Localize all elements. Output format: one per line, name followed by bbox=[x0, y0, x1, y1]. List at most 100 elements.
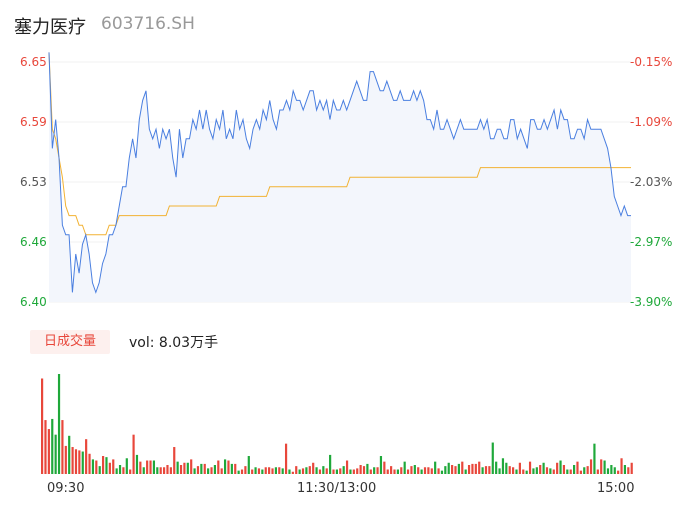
y-tick-left-1: 6.59 bbox=[20, 115, 47, 129]
volume-bar bbox=[454, 466, 457, 474]
volume-bar bbox=[200, 463, 203, 474]
volume-bar bbox=[464, 469, 467, 474]
volume-bar bbox=[522, 469, 525, 474]
volume-bar bbox=[271, 468, 274, 474]
stock-code: 603716.SH bbox=[101, 14, 195, 34]
volume-bar bbox=[41, 378, 44, 474]
volume-bar bbox=[342, 466, 345, 474]
volume-bar bbox=[579, 470, 582, 474]
volume-bar bbox=[498, 468, 501, 474]
volume-bar bbox=[528, 461, 532, 474]
volume-bar bbox=[396, 469, 399, 474]
daily-volume-tab[interactable]: 日成交量 bbox=[30, 330, 110, 354]
volume-bar bbox=[274, 467, 277, 474]
volume-bar bbox=[383, 461, 386, 474]
volume-bar bbox=[105, 457, 108, 474]
volume-bar bbox=[318, 469, 322, 474]
volume-bar bbox=[390, 466, 393, 474]
volume-bar bbox=[173, 447, 176, 474]
volume-bar bbox=[179, 465, 183, 474]
volume-bar bbox=[515, 469, 518, 474]
volume-bar bbox=[166, 465, 169, 474]
volume-bar bbox=[427, 467, 430, 474]
volume-bar bbox=[559, 460, 562, 474]
volume-bar bbox=[532, 468, 535, 474]
volume-bar bbox=[430, 468, 433, 474]
volume-bar bbox=[386, 469, 389, 474]
volume-bar bbox=[549, 468, 552, 474]
volume-bar bbox=[406, 469, 410, 474]
volume-bar bbox=[518, 462, 521, 474]
volume-bar bbox=[379, 456, 383, 474]
volume-bar bbox=[495, 461, 498, 474]
volume-bar bbox=[237, 470, 240, 474]
volume-bar bbox=[162, 467, 166, 474]
volume-bar bbox=[159, 467, 162, 474]
volume-bar bbox=[88, 453, 91, 474]
volume-bar bbox=[437, 468, 440, 474]
volume-bar bbox=[44, 420, 47, 474]
volume-bar bbox=[352, 469, 355, 474]
x-tick-close: 15:00 bbox=[597, 481, 635, 496]
volume-bar bbox=[176, 461, 179, 474]
volume-bar bbox=[542, 462, 545, 474]
volume-bar bbox=[257, 468, 261, 474]
volume-bar bbox=[583, 467, 586, 474]
volume-bar bbox=[186, 462, 189, 474]
volume-bar bbox=[139, 461, 142, 474]
volume-bar bbox=[467, 465, 471, 474]
x-tick-open: 09:30 bbox=[47, 481, 85, 496]
y-tick-right-4: -3.90% bbox=[630, 295, 673, 309]
volume-bar bbox=[223, 459, 227, 474]
volume-bar bbox=[512, 467, 515, 474]
volume-bar bbox=[329, 454, 332, 474]
volume-bar bbox=[61, 420, 64, 474]
volume-bar bbox=[617, 470, 620, 474]
volume-bar bbox=[362, 466, 366, 474]
volume-bar bbox=[91, 459, 95, 474]
volume-bar bbox=[447, 462, 450, 474]
volume-bar bbox=[78, 450, 81, 474]
price-line bbox=[48, 52, 631, 294]
volume-bar bbox=[410, 466, 413, 474]
volume-bar bbox=[305, 467, 308, 474]
volume-bar bbox=[284, 443, 288, 474]
volume-bar bbox=[213, 465, 217, 474]
volume-bar bbox=[413, 465, 416, 474]
volume-bar bbox=[593, 443, 596, 474]
volume-bar bbox=[484, 466, 488, 474]
volume-bar bbox=[623, 465, 627, 474]
volume-bar bbox=[132, 434, 135, 474]
volume-bar bbox=[610, 465, 613, 474]
volume-bar bbox=[47, 429, 50, 474]
volume-bar bbox=[234, 463, 237, 474]
volume-bar bbox=[373, 467, 376, 474]
volume-bar bbox=[600, 459, 603, 474]
volume-bar bbox=[322, 466, 325, 474]
volume-bar bbox=[220, 468, 223, 474]
volume-bar bbox=[281, 468, 284, 474]
volume-bar bbox=[423, 467, 427, 474]
volume-bar bbox=[190, 459, 193, 474]
volume-bar bbox=[444, 466, 447, 474]
volume-bar bbox=[291, 471, 294, 474]
stock-name: 塞力医疗 bbox=[14, 17, 86, 38]
volume-bar bbox=[85, 439, 88, 474]
volume-bar bbox=[57, 374, 61, 474]
volume-bar bbox=[539, 465, 542, 474]
volume-bar bbox=[196, 466, 200, 474]
y-tick-left-4: 6.40 bbox=[20, 295, 47, 309]
volume-bar bbox=[576, 461, 579, 474]
volume-bar bbox=[115, 468, 118, 474]
y-tick-right-1: -1.09% bbox=[630, 115, 673, 129]
volume-bar bbox=[461, 461, 464, 474]
volume-bar bbox=[488, 466, 491, 474]
volume-bar bbox=[308, 466, 311, 474]
volume-bar bbox=[254, 467, 257, 474]
volume-readout: vol: 8.03万手 bbox=[129, 335, 219, 351]
y-tick-left-0: 6.65 bbox=[20, 55, 47, 69]
volume-bar bbox=[64, 445, 67, 474]
volume-bar bbox=[478, 461, 481, 474]
volume-bar bbox=[481, 467, 484, 474]
volume-bar bbox=[81, 451, 84, 474]
